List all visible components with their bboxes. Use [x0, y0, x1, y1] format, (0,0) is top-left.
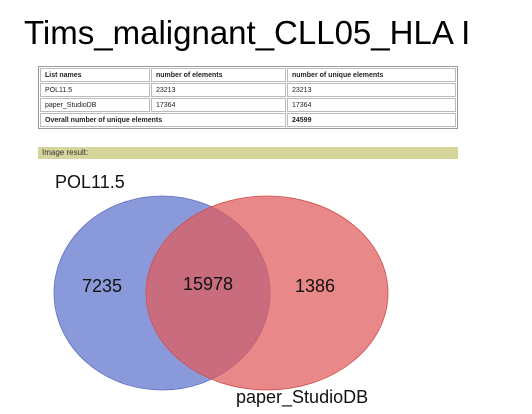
column-header: List names [40, 68, 150, 82]
footer-row: Overall number of unique elements 24599 [40, 113, 456, 127]
cell: POL11.5 [40, 83, 150, 97]
cell: 17364 [151, 98, 286, 112]
set-circle [145, 195, 389, 391]
column-header: number of unique elements [287, 68, 456, 82]
row: paper_StudioDB 17364 17364 [40, 98, 456, 112]
cell: paper_StudioDB [40, 98, 150, 112]
set-label: paper_StudioDB [236, 387, 368, 408]
region-count: 7235 [82, 276, 122, 296]
column-header: number of elements [151, 68, 286, 82]
header-row: List names number of elements number of … [40, 68, 456, 82]
cell: 24599 [287, 113, 456, 127]
region-count: 15978 [183, 274, 233, 294]
cell: Overall number of unique elements [40, 113, 286, 127]
cell: 17364 [287, 98, 456, 112]
summary-table: List names number of elements number of … [38, 66, 458, 129]
region-count: 1386 [295, 276, 335, 296]
title: Tims_malignant_CLL05_HLA I [24, 14, 471, 51]
row: POL11.5 23213 23213 [40, 83, 456, 97]
set-label: POL11.5 [55, 172, 125, 192]
cell: 23213 [287, 83, 456, 97]
cell: 23213 [151, 83, 286, 97]
image-result-bar: Image result: [38, 147, 458, 159]
